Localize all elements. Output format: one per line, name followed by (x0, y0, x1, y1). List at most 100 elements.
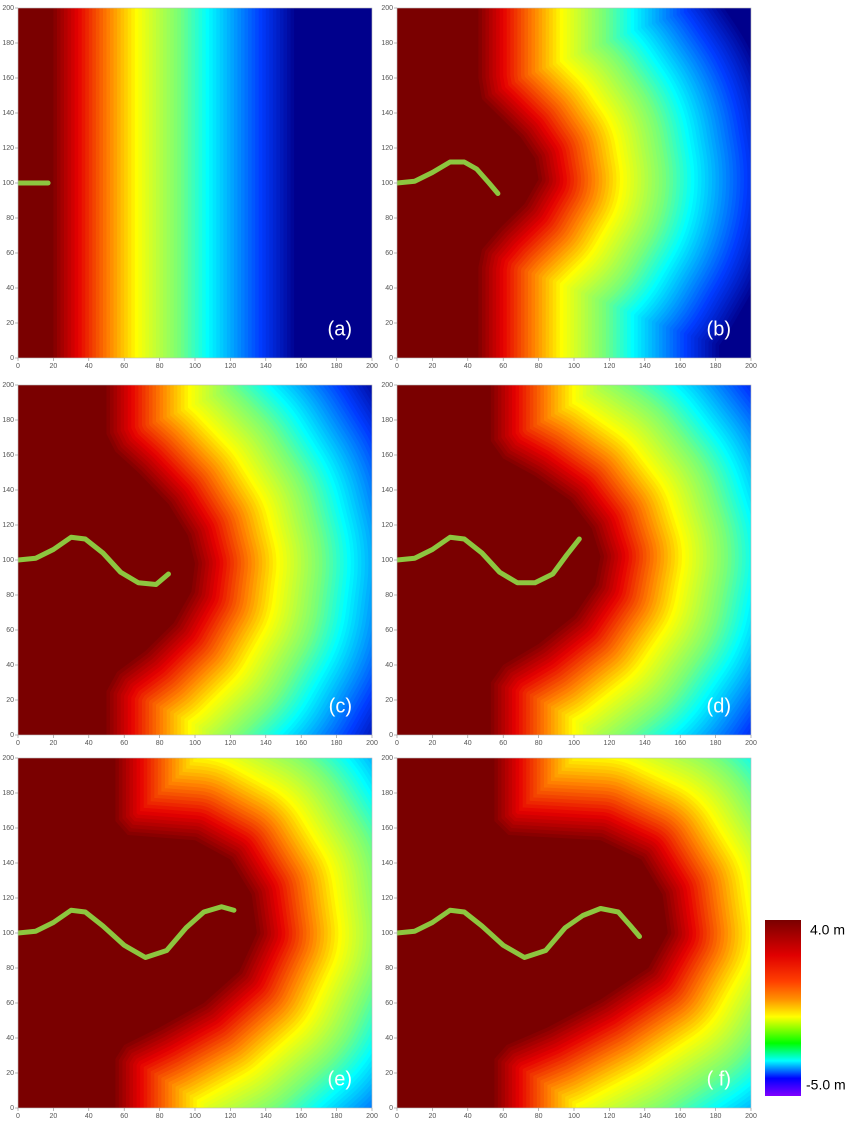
x-tick-label: 140 (639, 740, 651, 747)
y-tick-label: 200 (2, 382, 14, 389)
front-region (397, 8, 539, 358)
x-tick-label: 40 (85, 1113, 93, 1120)
y-tick-label: 40 (385, 1035, 393, 1042)
x-tick-label: 200 (366, 363, 378, 370)
y-tick-label: 200 (381, 5, 393, 12)
x-tick-label: 120 (225, 1113, 237, 1120)
y-tick-label: 100 (381, 557, 393, 564)
x-tick-label: 120 (225, 363, 237, 370)
channel (397, 159, 501, 196)
y-tick-label: 140 (2, 487, 14, 494)
x-tick-label: 60 (499, 1113, 507, 1120)
y-tick-label: 180 (2, 790, 14, 797)
x-tick-label: 200 (745, 740, 757, 747)
y-tick-label: 40 (6, 285, 14, 292)
x-tick-label: 80 (535, 363, 543, 370)
y-tick-label: 100 (381, 180, 393, 187)
y-tick-label: 0 (389, 732, 393, 739)
x-tick-label: 80 (156, 740, 164, 747)
y-tick-label: 100 (2, 930, 14, 937)
y-tick-label: 20 (6, 320, 14, 327)
x-tick-label: 20 (429, 1113, 437, 1120)
y-tick-label: 180 (2, 40, 14, 47)
x-tick-label: 140 (639, 1113, 651, 1120)
y-tick-label: 160 (2, 825, 14, 832)
x-tick-label: 140 (639, 363, 651, 370)
x-tick-label: 0 (395, 363, 399, 370)
y-tick-label: 140 (381, 110, 393, 117)
x-tick-label: 160 (295, 740, 307, 747)
colorbar-max-label: 4.0 m (810, 922, 845, 938)
y-tick-label: 120 (2, 895, 14, 902)
y-tick-label: 100 (381, 930, 393, 937)
y-tick-label: 20 (6, 1070, 14, 1077)
x-tick-label: 80 (535, 1113, 543, 1120)
x-tick-label: 80 (535, 740, 543, 747)
x-tick-label: 200 (366, 1113, 378, 1120)
y-tick-label: 140 (2, 110, 14, 117)
x-tick-label: 60 (120, 1113, 128, 1120)
x-tick-label: 160 (674, 740, 686, 747)
colorbar-min-label: -5.0 m (806, 1077, 846, 1093)
x-tick-label: 100 (568, 740, 580, 747)
x-tick-label: 160 (674, 1113, 686, 1120)
x-tick-label: 100 (568, 1113, 580, 1120)
channel (397, 906, 642, 960)
x-tick-label: 60 (499, 740, 507, 747)
y-tick-label: 140 (2, 860, 14, 867)
y-tick-label: 160 (381, 452, 393, 459)
y-tick-label: 180 (381, 417, 393, 424)
panel (397, 385, 751, 735)
x-tick-label: 20 (50, 740, 58, 747)
x-tick-label: 200 (745, 363, 757, 370)
y-tick-label: 0 (389, 355, 393, 362)
y-tick-label: 180 (2, 417, 14, 424)
y-tick-label: 200 (2, 755, 14, 762)
y-tick-label: 200 (381, 382, 393, 389)
panel-label: ( f) (707, 1068, 731, 1090)
x-tick-label: 60 (120, 363, 128, 370)
x-tick-label: 40 (464, 363, 472, 370)
x-tick-label: 140 (260, 1113, 272, 1120)
y-tick-label: 80 (6, 592, 14, 599)
x-tick-label: 100 (189, 1113, 201, 1120)
x-tick-label: 100 (189, 363, 201, 370)
x-tick-label: 100 (189, 740, 201, 747)
panel (18, 758, 372, 1108)
y-tick-label: 20 (6, 697, 14, 704)
y-tick-label: 160 (381, 825, 393, 832)
y-tick-label: 100 (2, 180, 14, 187)
panel (18, 8, 372, 358)
x-tick-label: 80 (156, 1113, 164, 1120)
y-tick-label: 160 (2, 75, 14, 82)
channel (18, 534, 171, 587)
y-tick-label: 40 (6, 1035, 14, 1042)
colorbar (765, 920, 801, 1096)
x-tick-label: 200 (366, 740, 378, 747)
y-tick-label: 0 (10, 355, 14, 362)
x-tick-label: 180 (331, 740, 343, 747)
y-tick-label: 60 (6, 627, 14, 634)
x-tick-label: 100 (568, 363, 580, 370)
x-tick-label: 40 (85, 363, 93, 370)
y-tick-label: 120 (2, 522, 14, 529)
y-tick-label: 0 (10, 732, 14, 739)
y-tick-label: 60 (6, 1000, 14, 1007)
y-tick-label: 80 (6, 965, 14, 972)
y-tick-label: 200 (2, 5, 14, 12)
panel-label: (b) (707, 318, 731, 340)
x-tick-label: 180 (331, 1113, 343, 1120)
y-tick-label: 140 (381, 487, 393, 494)
y-tick-label: 120 (2, 145, 14, 152)
x-tick-label: 20 (50, 1113, 58, 1120)
y-tick-label: 180 (381, 790, 393, 797)
x-tick-label: 180 (710, 740, 722, 747)
y-tick-label: 60 (6, 250, 14, 257)
y-tick-label: 60 (385, 250, 393, 257)
y-tick-label: 80 (385, 592, 393, 599)
panel-label: (d) (707, 695, 731, 717)
y-tick-label: 100 (2, 557, 14, 564)
x-tick-label: 0 (395, 1113, 399, 1120)
y-tick-label: 20 (385, 697, 393, 704)
x-tick-label: 140 (260, 740, 272, 747)
